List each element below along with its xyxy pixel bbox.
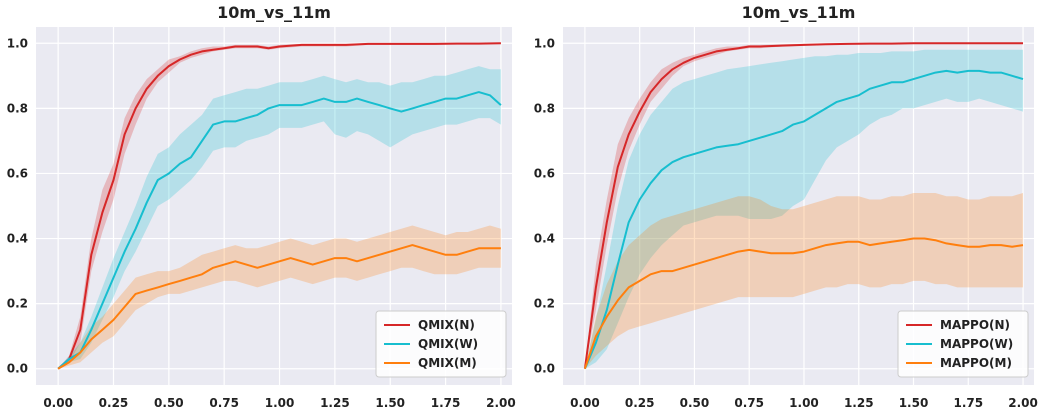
y-tick-label: 0.8 bbox=[534, 101, 555, 115]
x-tick-label: 1.25 bbox=[844, 396, 874, 410]
y-tick-label: 0.6 bbox=[534, 166, 555, 180]
series-line-qmix-m bbox=[57, 244, 501, 370]
series-line-mappo-m bbox=[583, 237, 1024, 370]
legend-box bbox=[375, 310, 507, 378]
y-tick-label: 0.0 bbox=[534, 362, 555, 376]
y-tick-label: 0.4 bbox=[7, 232, 28, 246]
series-band-qmix-m bbox=[58, 225, 501, 369]
x-tick-label: 2.00 bbox=[1008, 396, 1038, 410]
x-tick-label: 2.00 bbox=[486, 396, 516, 410]
x-tick-label: 0.50 bbox=[680, 396, 710, 410]
series-line-qmix-w bbox=[57, 91, 502, 370]
y-tick-label: 1.0 bbox=[7, 36, 28, 50]
x-tick-label: 0.50 bbox=[154, 396, 184, 410]
chart-right: 0.00 0.25 0.50 0.75 1.00 1.25 1.50 1.75 2.00 0.0 0… bbox=[534, 3, 1038, 410]
legend-label-qmix-m: QMIX(M) bbox=[418, 356, 477, 370]
series-band-mappo-w bbox=[584, 49, 1023, 369]
y-tick-label: 0.4 bbox=[534, 232, 555, 246]
legend-label-mappo-m: MAPPO(M) bbox=[940, 356, 1012, 370]
series-line-mappo-n bbox=[583, 42, 1023, 369]
grid bbox=[563, 27, 1034, 385]
x-tick-label: 1.00 bbox=[789, 396, 819, 410]
series-line-qmix-n bbox=[57, 42, 501, 370]
x-tick-label: 0.00 bbox=[570, 396, 600, 410]
x-tick-label: 1.50 bbox=[375, 396, 405, 410]
legend-label-qmix-w: QMIX(W) bbox=[418, 337, 478, 351]
x-tick-label: 1.25 bbox=[320, 396, 350, 410]
chart-left: 0.00 0.25 0.50 0.75 1.00 1.25 1.50 1.75 2.00 0.0 0… bbox=[7, 3, 516, 410]
y-tick-label: 0.8 bbox=[7, 101, 28, 115]
legend: QMIX(N) QMIX(W) QMIX(M) bbox=[375, 310, 507, 378]
legend-label-qmix-n: QMIX(N) bbox=[418, 318, 475, 332]
series-band-mappo-m bbox=[584, 193, 1023, 369]
x-tick-label: 0.75 bbox=[734, 396, 764, 410]
x-tick-label: 0.25 bbox=[99, 396, 129, 410]
y-tick-label: 1.0 bbox=[534, 36, 555, 50]
chart-title: 10m_vs_11m bbox=[217, 3, 331, 22]
legend-box bbox=[897, 310, 1029, 378]
series-line-mappo-w bbox=[583, 69, 1024, 370]
x-tick-label: 1.00 bbox=[265, 396, 295, 410]
legend-label-mappo-w: MAPPO(W) bbox=[940, 337, 1013, 351]
legend: MAPPO(N) MAPPO(W) MAPPO(M) bbox=[897, 310, 1029, 378]
x-tick-label: 0.75 bbox=[209, 396, 239, 410]
chart-title: 10m_vs_11m bbox=[742, 3, 856, 22]
y-tick-label: 0.6 bbox=[7, 166, 28, 180]
x-tick-label: 0.00 bbox=[43, 396, 73, 410]
x-tick-label: 1.50 bbox=[899, 396, 929, 410]
x-tick-label: 0.25 bbox=[625, 396, 655, 410]
x-tick-label: 1.75 bbox=[953, 396, 983, 410]
y-tick-label: 0.2 bbox=[7, 297, 28, 311]
series-band-qmix-w bbox=[58, 66, 501, 369]
x-tick-label: 1.75 bbox=[431, 396, 461, 410]
legend-label-mappo-n: MAPPO(N) bbox=[940, 318, 1010, 332]
y-tick-label: 0.0 bbox=[7, 362, 28, 376]
y-tick-label: 0.2 bbox=[534, 297, 555, 311]
